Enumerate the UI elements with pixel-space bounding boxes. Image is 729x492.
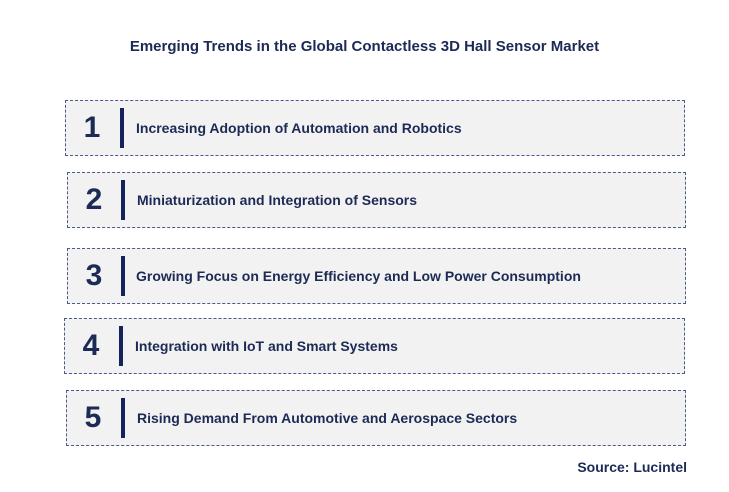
- trend-item-5: 5 Rising Demand From Automotive and Aero…: [66, 390, 686, 446]
- diagram-title: Emerging Trends in the Global Contactles…: [129, 38, 600, 55]
- trend-item-3: 3 Growing Focus on Energy Efficiency and…: [67, 248, 686, 304]
- trend-item-1: 1 Increasing Adoption of Automation and …: [65, 100, 685, 156]
- trend-label: Miniaturization and Integration of Senso…: [137, 192, 418, 208]
- trend-number: 2: [85, 183, 103, 216]
- trend-number: 5: [84, 401, 102, 434]
- trend-item-2: 2 Miniaturization and Integration of Sen…: [67, 172, 686, 228]
- trend-label: Rising Demand From Automotive and Aerosp…: [137, 410, 518, 426]
- trend-label: Growing Focus on Energy Efficiency and L…: [136, 268, 581, 284]
- divider-bar: [121, 180, 125, 220]
- divider-bar: [120, 108, 124, 148]
- divider-bar: [121, 256, 125, 296]
- trend-label: Integration with IoT and Smart Systems: [135, 338, 398, 354]
- trend-number: 1: [83, 111, 101, 144]
- divider-bar: [121, 398, 125, 438]
- trend-item-4: 4 Integration with IoT and Smart Systems: [64, 318, 685, 374]
- trend-label: Increasing Adoption of Automation and Ro…: [136, 120, 462, 136]
- source-credit: Source: Lucintel: [577, 459, 687, 475]
- trend-number: 4: [82, 329, 100, 362]
- divider-bar: [119, 326, 123, 366]
- trend-number: 3: [85, 259, 103, 292]
